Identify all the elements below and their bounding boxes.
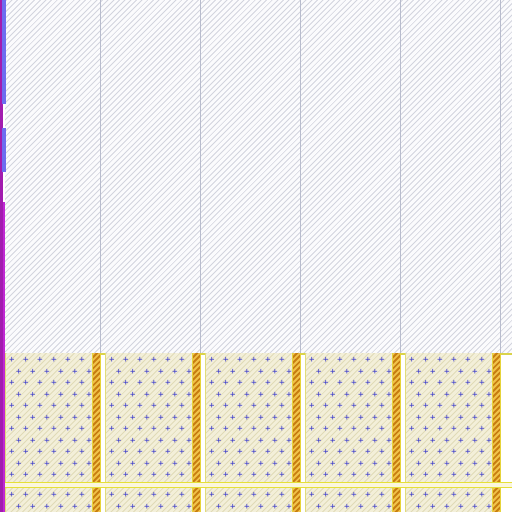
row-separator-band [0, 482, 512, 488]
layout-cell[interactable]: + + + + + + + + + + + + + + + + + + + + … [105, 353, 196, 482]
power-rail [492, 488, 501, 512]
power-rail [192, 353, 201, 482]
layout-cell[interactable]: + + + + + + + + + + + + + + + + + + [205, 488, 296, 512]
power-rail [92, 353, 101, 482]
column-grid-line [100, 0, 101, 353]
layout-cell[interactable]: + + + + + + + + + + + + + + + + + + + + … [405, 353, 496, 482]
power-rail [492, 353, 501, 482]
plus-marker-grid: + + + + + + + + + + + + + + + + + + + + … [109, 355, 193, 482]
column-grid-line [300, 0, 301, 353]
plus-marker-grid: + + + + + + + + + + + + + + + + + + + + … [9, 355, 93, 482]
column-grid-line [500, 0, 501, 353]
column-grid-line [400, 0, 401, 353]
cell-row: + + + + + + + + + + + + + + + + + + + + … [0, 353, 512, 482]
power-rail [192, 488, 201, 512]
power-rail [392, 353, 401, 482]
cell-row-strip: + + + + + + + + + + + + + + + + + + + + +… [0, 488, 512, 512]
power-rail [292, 353, 301, 482]
left-edge-rail [0, 0, 3, 512]
layout-cell[interactable]: + + + + + + + + + + + + + + + + + + + + … [5, 353, 96, 482]
plus-marker-grid: + + + + + + + + + + + + + + + + + + [209, 490, 293, 512]
plus-marker-grid: + + + + + + + + + + + + + + + + + + + + … [209, 355, 293, 482]
left-rail-marker [2, 128, 6, 172]
left-edge-rail-stripe [3, 0, 5, 512]
plus-marker-grid: + + + + + + + + + + + + + + + + + + [309, 490, 393, 512]
plus-marker-grid: + + + + + + + + + + + + + + + + + + + + … [409, 355, 493, 482]
layout-cell[interactable]: + + + + + + + + + + + + + + + + + + [405, 488, 496, 512]
power-rail [92, 488, 101, 512]
layout-cell[interactable]: + + + + + + + + + + + + + + + + + + + + … [205, 353, 296, 482]
layout-cell[interactable]: + + + + + + + + + + + + + + + + + + [105, 488, 196, 512]
column-grid-line [200, 0, 201, 353]
layout-cell[interactable]: + + + + + + + + + + + + + + + + + + [5, 488, 96, 512]
layout-cell[interactable]: + + + + + + + + + + + + + + + + + + [305, 488, 396, 512]
left-rail-marker [2, 0, 6, 104]
layout-cell[interactable]: + + + + + + + + + + + + + + + + + + + + … [305, 353, 396, 482]
left-rail-gap [3, 172, 5, 202]
left-rail-gap [3, 104, 5, 128]
power-rail [392, 488, 401, 512]
power-rail [292, 488, 301, 512]
plus-marker-grid: + + + + + + + + + + + + + + + + + + [9, 490, 93, 512]
plus-marker-grid: + + + + + + + + + + + + + + + + + + + + … [309, 355, 393, 482]
plus-marker-grid: + + + + + + + + + + + + + + + + + + [409, 490, 493, 512]
empty-canvas-area [0, 0, 512, 353]
plus-marker-grid: + + + + + + + + + + + + + + + + + + [109, 490, 193, 512]
